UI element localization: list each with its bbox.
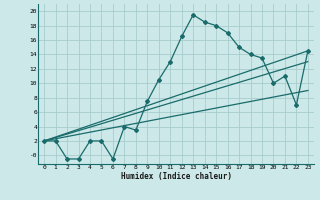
X-axis label: Humidex (Indice chaleur): Humidex (Indice chaleur) (121, 172, 231, 181)
